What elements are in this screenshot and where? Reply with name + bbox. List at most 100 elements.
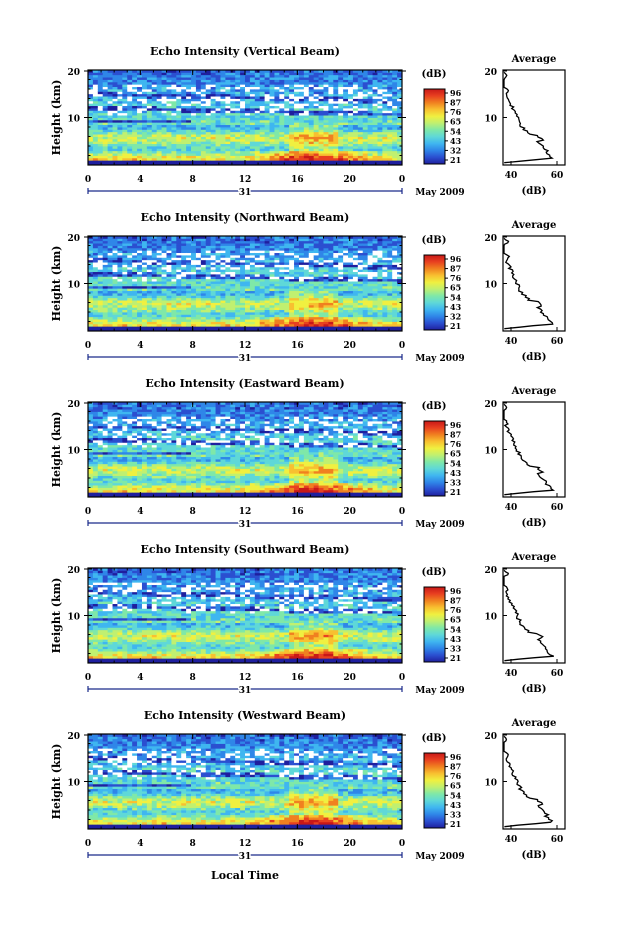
x-tick-label: 0 — [85, 673, 91, 683]
colorbar-tick-label: 96 — [450, 752, 462, 762]
profile-xlabel: (dB) — [522, 850, 547, 861]
profile-frame — [503, 70, 565, 165]
profile-frame — [503, 402, 565, 497]
colorbar-tick-label: 33 — [450, 809, 462, 819]
date-label: May 2009 — [415, 520, 464, 530]
colorbar-tick-label: 96 — [450, 254, 462, 264]
profile-title: Average — [511, 220, 557, 231]
height-axis-label: Height (km) — [50, 578, 63, 654]
x-tick-label: 16 — [291, 839, 304, 849]
colorbar-unit: (dB) — [422, 733, 447, 744]
panel-title: Echo Intensity (Southward Beam) — [141, 543, 350, 556]
profile-y-tick: 10 — [484, 281, 497, 291]
colorbar-unit: (dB) — [422, 567, 447, 578]
colorbar-tick-label: 76 — [450, 605, 462, 615]
colorbar — [424, 421, 445, 496]
x-tick-label: 20 — [343, 839, 356, 849]
colorbar-tick-label: 65 — [450, 781, 461, 791]
colorbar-tick-label: 21 — [450, 653, 461, 663]
profile-xlabel: (dB) — [522, 186, 547, 197]
x-tick-label: 8 — [190, 839, 196, 849]
y-tick-label: 10 — [67, 613, 80, 623]
colorbar-tick-label: 54 — [450, 126, 462, 136]
profile-line — [504, 72, 552, 162]
x-tick-label: 0 — [399, 341, 405, 351]
profile-y-tick: 20 — [484, 400, 497, 410]
x-tick-label: 16 — [291, 175, 304, 185]
heatmap-cells — [88, 70, 402, 165]
profile-xlabel: (dB) — [522, 518, 547, 529]
x-tick-label: 0 — [399, 175, 405, 185]
colorbar-tick-label: 76 — [450, 439, 462, 449]
x-tick-label: 12 — [239, 507, 252, 517]
colorbar — [424, 89, 445, 164]
colorbar-tick-label: 33 — [450, 643, 462, 653]
profile-y-tick: 20 — [484, 68, 497, 78]
colorbar-tick-label: 76 — [450, 273, 462, 283]
colorbar-tick-label: 65 — [450, 117, 461, 127]
colorbar-tick-label: 32 — [450, 145, 461, 155]
profile-frame — [503, 568, 565, 663]
x-tick-label: 8 — [190, 673, 196, 683]
x-tick-label: 16 — [291, 673, 304, 683]
x-tick-label: 20 — [343, 507, 356, 517]
profile-x-tick: 60 — [551, 669, 564, 679]
x-tick-label: 0 — [85, 507, 91, 517]
y-tick-label: 10 — [67, 115, 80, 125]
y-tick-label: 10 — [67, 447, 80, 457]
x-tick-label: 20 — [343, 673, 356, 683]
profile-xlabel: (dB) — [522, 352, 547, 363]
profile-x-tick: 60 — [551, 337, 564, 347]
day-label: 31 — [239, 852, 252, 862]
x-tick-label: 0 — [85, 341, 91, 351]
x-tick-label: 8 — [190, 507, 196, 517]
x-tick-label: 12 — [239, 341, 252, 351]
profile-y-tick: 20 — [484, 732, 497, 742]
heatmap-cells — [88, 734, 402, 829]
profile-y-tick: 20 — [484, 234, 497, 244]
profile-title: Average — [511, 386, 557, 397]
colorbar-tick-label: 54 — [450, 624, 462, 634]
colorbar-tick-label: 96 — [450, 586, 462, 596]
panel-title: Echo Intensity (Eastward Beam) — [145, 377, 344, 390]
colorbar — [424, 587, 445, 662]
x-tick-label: 8 — [190, 175, 196, 185]
profile-x-tick: 40 — [505, 337, 518, 347]
colorbar-unit: (dB) — [422, 235, 447, 246]
profile-title: Average — [511, 54, 557, 65]
colorbar-tick-label: 87 — [450, 430, 461, 440]
colorbar-tick-label: 65 — [450, 615, 461, 625]
x-tick-label: 4 — [137, 175, 143, 185]
colorbar-tick-label: 43 — [450, 136, 462, 146]
panel-title: Echo Intensity (Northward Beam) — [141, 211, 350, 224]
colorbar — [424, 753, 445, 828]
heatmap-cells — [88, 402, 402, 497]
day-label: 31 — [239, 188, 252, 198]
x-tick-label: 0 — [85, 175, 91, 185]
x-tick-label: 4 — [137, 673, 143, 683]
colorbar-tick-label: 43 — [450, 634, 462, 644]
profile-x-tick: 40 — [505, 835, 518, 845]
x-tick-label: 0 — [85, 839, 91, 849]
y-tick-label: 10 — [67, 779, 80, 789]
profile-frame — [503, 236, 565, 331]
date-label: May 2009 — [415, 188, 464, 198]
profile-x-tick: 60 — [551, 503, 564, 513]
colorbar-unit: (dB) — [422, 69, 447, 80]
profile-line — [504, 238, 553, 328]
panel-title: Echo Intensity (Westward Beam) — [144, 709, 346, 722]
profile-y-tick: 10 — [484, 613, 497, 623]
colorbar-tick-label: 32 — [450, 311, 461, 321]
colorbar-tick-label: 87 — [450, 98, 461, 108]
profile-line — [504, 570, 554, 660]
y-tick-label: 20 — [67, 732, 80, 742]
profile-xlabel: (dB) — [522, 684, 547, 695]
colorbar-tick-label: 87 — [450, 762, 461, 772]
y-tick-label: 20 — [67, 400, 80, 410]
profile-title: Average — [511, 552, 557, 563]
profile-y-tick: 20 — [484, 566, 497, 576]
